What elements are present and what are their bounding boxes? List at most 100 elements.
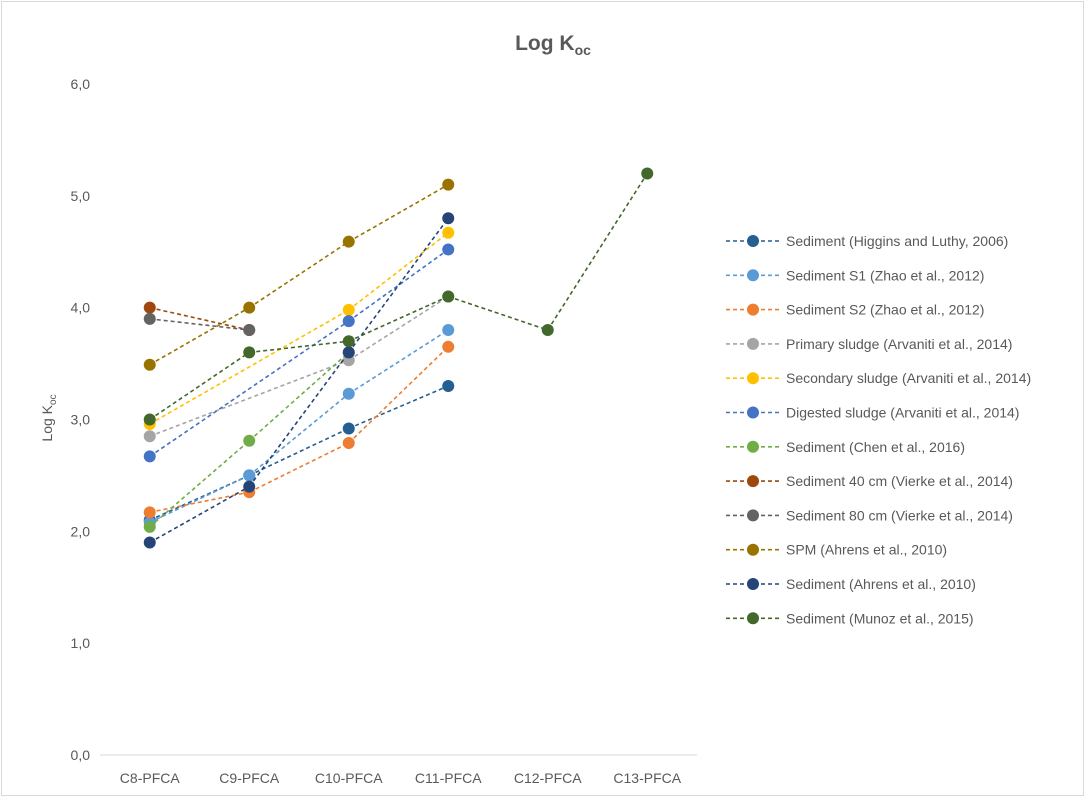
data-point: [243, 301, 256, 314]
series-6: [143, 243, 455, 463]
legend-label: Sediment (Higgins and Luthy, 2006): [786, 233, 1008, 249]
data-point: [541, 324, 554, 337]
data-point: [243, 480, 256, 493]
data-point: [342, 346, 355, 359]
series-line-segment: [348, 346, 449, 444]
y-tick-label: 6,0: [71, 76, 91, 92]
y-tick-label: 2,0: [71, 523, 91, 539]
data-point: [143, 520, 156, 533]
series-line-segment: [248, 427, 350, 477]
series-line-segment: [149, 320, 350, 458]
legend-item: Sediment S1 (Zhao et al., 2012): [726, 267, 984, 283]
series-line-segment: [149, 318, 250, 331]
legend-label: Sediment 80 cm (Vierke et al., 2014): [786, 507, 1013, 523]
legend-marker: [747, 406, 759, 419]
data-point: [342, 387, 355, 400]
data-point: [243, 434, 256, 447]
svg-text:Log Koc: Log Koc: [515, 32, 591, 58]
legend-label: Sediment (Munoz et al., 2015): [786, 610, 974, 626]
series-layer: [143, 167, 654, 549]
legend-marker: [747, 509, 759, 522]
series-line-segment: [149, 474, 250, 524]
series-2: [143, 324, 455, 529]
legend-marker: [747, 303, 759, 316]
legend-item: Sediment (Chen et al., 2016): [726, 439, 965, 455]
chart-title-subscript: oc: [575, 42, 592, 58]
series-line-segment: [348, 232, 449, 311]
series-line-segment: [348, 295, 449, 342]
x-tick-label: C13-PFCA: [613, 770, 681, 786]
series-line-segment: [348, 329, 449, 395]
data-point: [143, 413, 156, 426]
legend-label: Sediment 40 cm (Vierke et al., 2014): [786, 473, 1013, 489]
legend-label: Digested sludge (Arvaniti et al., 2014): [786, 405, 1019, 421]
legend-marker: [747, 337, 759, 350]
legend-item: SPM (Ahrens et al., 2010): [726, 542, 947, 558]
legend-item: Sediment (Higgins and Luthy, 2006): [726, 233, 1008, 249]
y-tick-label: 0,0: [71, 747, 91, 763]
x-tick-label: C11-PFCA: [415, 770, 482, 786]
data-point: [442, 226, 455, 239]
series-8: [143, 301, 256, 337]
data-point: [243, 346, 256, 359]
series-10: [143, 178, 455, 371]
series-line-segment: [248, 241, 350, 309]
chart-title: Log Koc: [515, 32, 591, 58]
data-point: [442, 340, 455, 353]
legend-marker: [747, 612, 759, 625]
series-line-segment: [149, 306, 250, 366]
data-point: [342, 335, 355, 348]
legend-marker: [747, 235, 759, 247]
legend-item: Sediment (Munoz et al., 2015): [726, 610, 974, 626]
series-12: [143, 167, 654, 426]
series-line-segment: [149, 359, 350, 438]
chart-title-main: Log K: [515, 32, 574, 55]
data-point: [342, 235, 355, 248]
legend-item: Sediment 80 cm (Vierke et al., 2014): [726, 507, 1013, 523]
legend-item: Sediment S2 (Zhao et al., 2012): [726, 302, 984, 318]
series-line-segment: [348, 385, 449, 430]
legend-label: Sediment (Ahrens et al., 2010): [786, 576, 976, 592]
series-line-segment: [547, 173, 648, 331]
legend-item: Digested sludge (Arvaniti et al., 2014): [726, 405, 1019, 421]
legend: Sediment (Higgins and Luthy, 2006) Sedime…: [726, 233, 1031, 626]
data-point: [442, 212, 455, 225]
data-point: [442, 178, 455, 191]
y-axis-label-subscript: oc: [48, 394, 59, 405]
data-point: [342, 303, 355, 316]
axes: 0,0 1,0 2,0 3,0 4,0 5,0 6,0 C8-PFCA C9-PFCA C10-P…: [71, 76, 697, 786]
data-point: [143, 536, 156, 549]
y-tick-label: 1,0: [71, 635, 91, 651]
legend-label: Secondary sludge (Arvaniti et al., 2014): [786, 370, 1031, 386]
data-point: [143, 358, 156, 371]
series-line-segment: [248, 442, 350, 493]
series-line-segment: [348, 183, 449, 243]
series-line-segment: [149, 485, 250, 544]
legend-item: Sediment 40 cm (Vierke et al., 2014): [726, 473, 1013, 489]
x-tick-label: C9-PFCA: [219, 770, 280, 786]
series-3: [143, 340, 455, 519]
series-line-segment: [348, 248, 449, 322]
series-line-segment: [149, 306, 250, 331]
data-point: [143, 506, 156, 519]
series-5: [143, 226, 455, 430]
data-point: [243, 324, 256, 337]
series-line-segment: [149, 351, 250, 421]
legend-item: Primary sludge (Arvaniti et al., 2014): [726, 336, 1012, 352]
y-tick-label: 5,0: [71, 188, 91, 204]
legend-marker: [747, 372, 759, 385]
series-line-segment: [348, 217, 449, 353]
series-9: [143, 312, 256, 337]
y-axis-label: Log Koc: [39, 394, 59, 441]
series-line-segment: [447, 295, 549, 331]
legend-label: Primary sludge (Arvaniti et al., 2014): [786, 336, 1012, 352]
legend-label: Sediment (Chen et al., 2016): [786, 439, 965, 455]
data-point: [342, 422, 355, 435]
legend-label: SPM (Ahrens et al., 2010): [786, 542, 947, 558]
data-point: [442, 243, 455, 256]
series-line-segment: [248, 393, 350, 477]
legend-marker: [747, 543, 759, 556]
data-point: [442, 290, 455, 303]
series-line-segment: [149, 440, 250, 528]
data-point: [143, 312, 156, 325]
